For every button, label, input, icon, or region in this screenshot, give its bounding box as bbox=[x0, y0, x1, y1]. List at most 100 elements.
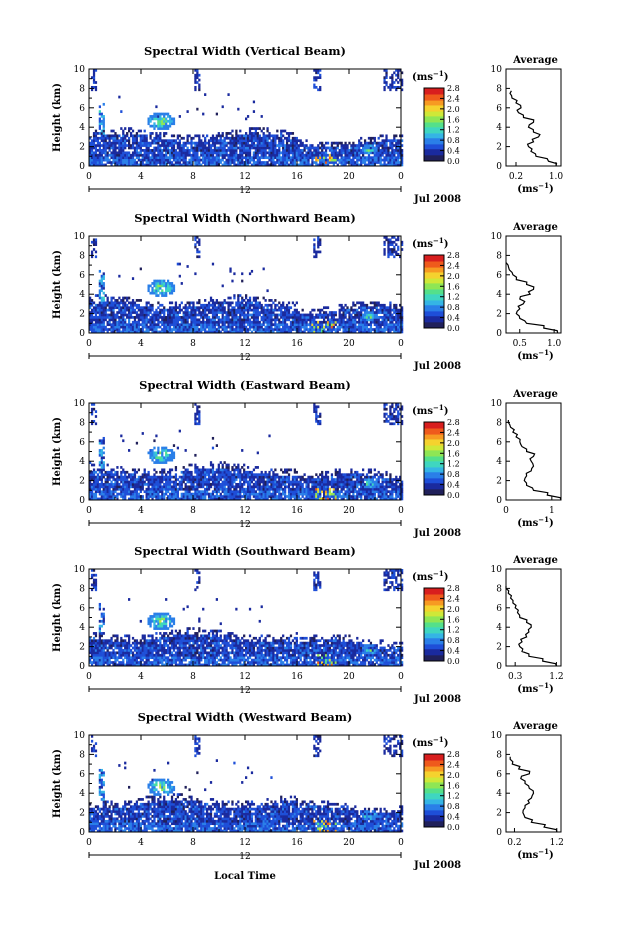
colorbar-swatch bbox=[424, 117, 444, 119]
heatmap-cell bbox=[272, 313, 275, 317]
heatmap-cell bbox=[131, 480, 135, 484]
heatmap-cell bbox=[89, 487, 92, 491]
heatmap-cell bbox=[167, 323, 170, 327]
heatmap-cell bbox=[233, 161, 236, 164]
profile-y-tick-label: 4 bbox=[496, 123, 502, 133]
heatmap-cell bbox=[367, 149, 371, 152]
heatmap-cell bbox=[319, 250, 322, 254]
heatmap-cell bbox=[289, 149, 293, 152]
heatmap-cell bbox=[295, 313, 298, 317]
heatmap-cell bbox=[287, 328, 291, 331]
heatmap-cell bbox=[98, 122, 101, 126]
heatmap-cell bbox=[391, 318, 394, 322]
heatmap-cell bbox=[184, 492, 187, 496]
heatmap-cell bbox=[168, 289, 172, 293]
heatmap-cell bbox=[194, 153, 197, 157]
heatmap-cell bbox=[397, 330, 400, 334]
heatmap-cell bbox=[217, 303, 220, 307]
heatmap-cell bbox=[252, 328, 256, 331]
heatmap-cell bbox=[94, 303, 98, 307]
heatmap-cell bbox=[227, 156, 230, 160]
colorbar-tick-label: 2.0 bbox=[447, 272, 460, 281]
colorbar-swatch bbox=[424, 111, 444, 113]
heatmap-cell bbox=[211, 328, 215, 331]
heatmap-cell bbox=[323, 146, 326, 150]
heatmap-cell bbox=[268, 144, 271, 147]
heatmap-cell bbox=[233, 311, 236, 314]
heatmap-cell bbox=[116, 136, 119, 140]
heatmap-cell bbox=[209, 296, 213, 300]
heatmap-cell bbox=[108, 136, 111, 140]
heatmap-cell bbox=[168, 328, 172, 331]
heatmap-cell bbox=[174, 497, 178, 501]
heatmap-cell bbox=[202, 483, 205, 486]
heatmap-cell bbox=[182, 144, 185, 147]
heatmap-cell bbox=[221, 146, 224, 150]
heatmap-cell bbox=[397, 318, 400, 322]
heatmap-cell bbox=[194, 417, 197, 421]
heatmap-cell bbox=[221, 132, 224, 135]
heatmap-cell bbox=[387, 325, 390, 329]
heatmap-cell bbox=[118, 306, 121, 310]
heatmap-cell bbox=[204, 470, 207, 474]
heatmap-cell bbox=[116, 134, 119, 138]
heatmap-cell bbox=[258, 151, 261, 155]
heatmap-cell bbox=[301, 161, 304, 164]
heatmap-cell bbox=[395, 311, 398, 314]
heatmap-cell bbox=[170, 497, 174, 501]
heatmap-cell bbox=[377, 151, 380, 155]
heatmap-cell bbox=[344, 144, 347, 147]
heatmap-cell bbox=[399, 308, 402, 312]
heatmap-cell bbox=[196, 325, 199, 329]
heatmap-cell bbox=[184, 158, 187, 162]
heatmap-cell bbox=[155, 146, 158, 150]
heatmap-cell bbox=[200, 146, 203, 150]
heatmap-cell bbox=[153, 163, 156, 167]
heatmap-cell bbox=[137, 497, 140, 501]
heatmap-cell bbox=[369, 163, 373, 167]
heatmap-cell bbox=[155, 325, 158, 329]
heatmap-cell bbox=[206, 480, 209, 484]
heatmap-cell bbox=[92, 153, 96, 157]
heatmap-cell bbox=[157, 158, 160, 162]
heatmap-cell bbox=[122, 483, 125, 486]
heatmap-cell bbox=[104, 487, 107, 491]
heatmap-cell bbox=[284, 330, 287, 334]
heatmap-cell bbox=[147, 163, 150, 167]
heatmap-cell bbox=[293, 141, 296, 145]
heatmap-cell bbox=[260, 323, 263, 327]
heatmap-cell bbox=[192, 303, 195, 307]
heatmap-cell bbox=[124, 151, 127, 155]
colorbar-swatch bbox=[424, 290, 444, 292]
heatmap-cell bbox=[330, 328, 334, 331]
heatmap-cell bbox=[155, 478, 158, 481]
heatmap-cell bbox=[131, 478, 135, 481]
heatmap-cell bbox=[309, 149, 312, 152]
heatmap-cell bbox=[96, 136, 100, 140]
heatmap-cell bbox=[399, 139, 402, 143]
heatmap-cell bbox=[379, 153, 382, 157]
heatmap-cell bbox=[200, 163, 203, 167]
heatmap-cell bbox=[291, 320, 295, 324]
heatmap-cell bbox=[395, 73, 398, 77]
heatmap-cell bbox=[383, 236, 386, 239]
heatmap-cell bbox=[221, 301, 224, 305]
colorbar-swatch bbox=[424, 125, 444, 128]
heatmap-cell bbox=[174, 330, 178, 334]
heatmap-cell bbox=[165, 153, 168, 157]
heatmap-cell bbox=[168, 449, 172, 452]
heatmap-cell bbox=[270, 306, 273, 310]
heatmap-cell bbox=[317, 71, 320, 75]
heatmap-cell bbox=[102, 136, 105, 140]
heatmap-cell bbox=[291, 325, 295, 329]
heatmap-cell bbox=[139, 267, 142, 271]
heatmap-cell bbox=[149, 492, 152, 496]
heatmap-cell bbox=[285, 136, 289, 140]
heatmap-cell bbox=[172, 122, 176, 126]
heatmap-cell bbox=[276, 158, 279, 162]
colorbar-swatch bbox=[424, 141, 444, 144]
heatmap-cell bbox=[334, 149, 337, 152]
heatmap-cell bbox=[176, 161, 179, 164]
heatmap-cell bbox=[350, 153, 353, 157]
heatmap-cell bbox=[389, 252, 392, 256]
